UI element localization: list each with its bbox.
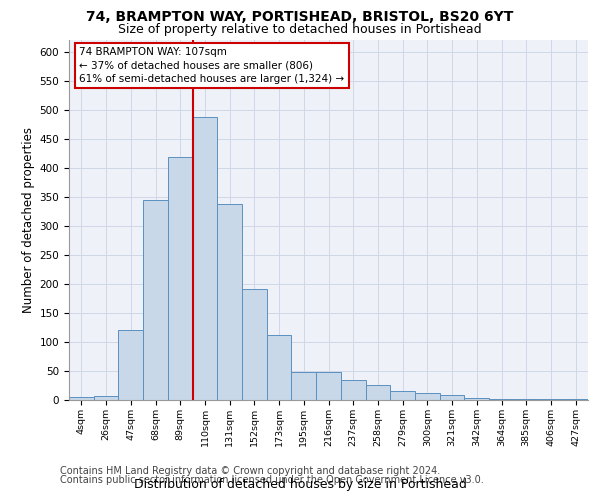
Bar bbox=[69, 397, 94, 400]
Bar bbox=[316, 372, 341, 400]
Bar bbox=[168, 158, 193, 400]
Text: 74 BRAMPTON WAY: 107sqm
← 37% of detached houses are smaller (806)
61% of semi-d: 74 BRAMPTON WAY: 107sqm ← 37% of detache… bbox=[79, 47, 344, 84]
Text: 74, BRAMPTON WAY, PORTISHEAD, BRISTOL, BS20 6YT: 74, BRAMPTON WAY, PORTISHEAD, BRISTOL, B… bbox=[86, 10, 514, 24]
Bar bbox=[118, 330, 143, 400]
Bar bbox=[390, 392, 415, 400]
Bar bbox=[539, 399, 563, 400]
Bar bbox=[440, 396, 464, 400]
Bar bbox=[415, 393, 440, 400]
Bar bbox=[292, 372, 316, 400]
Bar bbox=[143, 200, 168, 400]
Text: Distribution of detached houses by size in Portishead: Distribution of detached houses by size … bbox=[134, 478, 466, 491]
Bar bbox=[217, 204, 242, 400]
Bar bbox=[464, 398, 489, 400]
Text: Contains HM Land Registry data © Crown copyright and database right 2024.: Contains HM Land Registry data © Crown c… bbox=[60, 466, 440, 476]
Bar bbox=[489, 399, 514, 400]
Bar bbox=[193, 117, 217, 400]
Bar bbox=[365, 385, 390, 400]
Text: Contains public sector information licensed under the Open Government Licence v3: Contains public sector information licen… bbox=[60, 475, 484, 485]
Y-axis label: Number of detached properties: Number of detached properties bbox=[22, 127, 35, 313]
Bar bbox=[341, 380, 365, 400]
Text: Size of property relative to detached houses in Portishead: Size of property relative to detached ho… bbox=[118, 22, 482, 36]
Bar bbox=[94, 396, 118, 400]
Bar bbox=[242, 288, 267, 400]
Bar bbox=[267, 335, 292, 400]
